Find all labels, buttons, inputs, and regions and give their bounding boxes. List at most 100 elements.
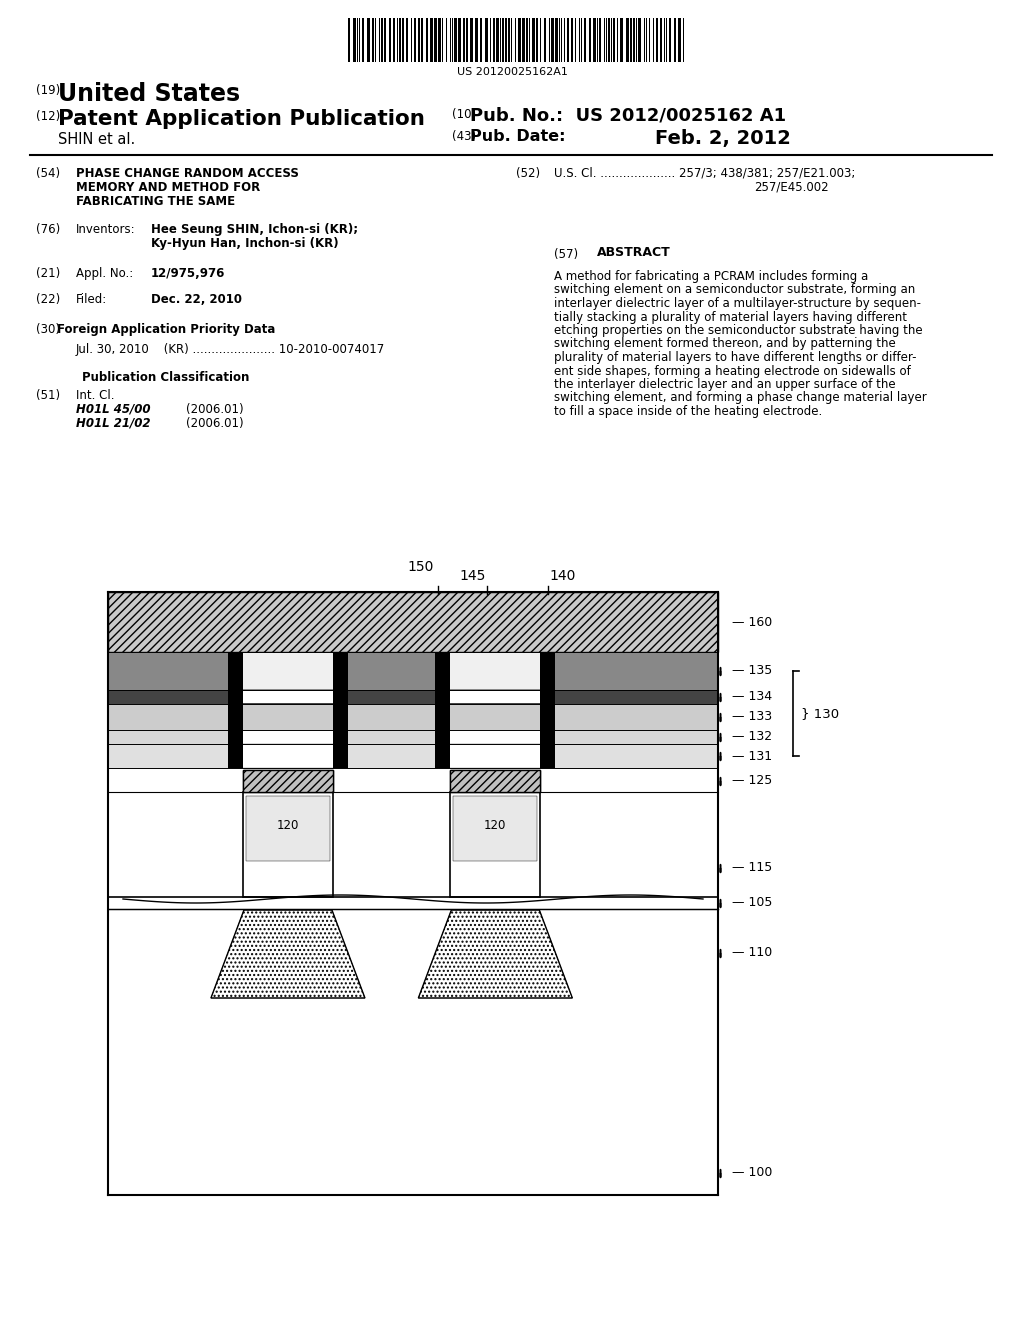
Text: 145: 145 — [459, 569, 485, 583]
Bar — [451, 653, 541, 689]
Text: } 130: } 130 — [801, 708, 839, 719]
Text: A method for fabricating a PCRAM includes forming a: A method for fabricating a PCRAM include… — [554, 271, 868, 282]
Bar — [451, 731, 541, 743]
Text: (76): (76) — [36, 223, 60, 236]
Bar — [243, 731, 333, 743]
Text: Appl. No.:: Appl. No.: — [76, 267, 133, 280]
Bar — [243, 653, 333, 689]
Text: (30): (30) — [36, 323, 60, 337]
Bar — [228, 652, 243, 768]
Bar — [108, 704, 718, 730]
Text: US 20120025162A1: US 20120025162A1 — [457, 67, 567, 77]
Bar — [451, 792, 541, 898]
Bar — [243, 690, 333, 704]
Text: (2006.01): (2006.01) — [186, 417, 244, 430]
Text: — 135: — 135 — [732, 664, 772, 677]
Text: United States: United States — [58, 82, 240, 106]
Text: Feb. 2, 2012: Feb. 2, 2012 — [655, 129, 791, 148]
Bar — [435, 652, 451, 768]
Text: to fill a space inside of the heating electrode.: to fill a space inside of the heating el… — [554, 405, 822, 418]
Bar — [108, 591, 718, 652]
Bar — [246, 796, 330, 861]
Bar — [108, 652, 718, 768]
Bar — [451, 744, 541, 767]
Text: Hee Seung SHIN, Ichon-si (KR);: Hee Seung SHIN, Ichon-si (KR); — [151, 223, 358, 236]
Text: (52): (52) — [516, 168, 540, 180]
Bar — [243, 744, 333, 767]
Bar — [451, 705, 541, 729]
Bar — [108, 744, 718, 768]
Text: 257/E45.002: 257/E45.002 — [754, 181, 828, 194]
Text: the interlayer dielectric layer and an upper surface of the: the interlayer dielectric layer and an u… — [554, 378, 896, 391]
Bar — [243, 770, 333, 792]
Text: (19): (19) — [36, 84, 60, 96]
Text: (21): (21) — [36, 267, 60, 280]
Text: Foreign Application Priority Data: Foreign Application Priority Data — [56, 323, 275, 337]
Polygon shape — [211, 909, 365, 998]
Text: (12): (12) — [36, 110, 60, 123]
Text: — 125: — 125 — [732, 775, 772, 788]
Text: (2006.01): (2006.01) — [186, 403, 244, 416]
Text: switching element formed thereon, and by patterning the: switching element formed thereon, and by… — [554, 338, 896, 351]
Bar — [108, 792, 718, 898]
Text: Int. Cl.: Int. Cl. — [76, 389, 115, 403]
Text: — 100: — 100 — [732, 1167, 772, 1180]
Text: etching properties on the semiconductor substrate having the: etching properties on the semiconductor … — [554, 323, 923, 337]
Bar — [108, 770, 718, 792]
Text: (51): (51) — [36, 389, 60, 403]
Text: (22): (22) — [36, 293, 60, 306]
Text: U.S. Cl. .................... 257/3; 438/381; 257/E21.003;: U.S. Cl. .................... 257/3; 438… — [554, 168, 855, 180]
Text: H01L 21/02: H01L 21/02 — [76, 417, 151, 430]
Text: — 134: — 134 — [732, 690, 772, 704]
Bar — [108, 591, 718, 1195]
Bar — [243, 770, 333, 792]
Text: — 131: — 131 — [732, 750, 772, 763]
Text: 120: 120 — [484, 818, 507, 832]
Text: MEMORY AND METHOD FOR: MEMORY AND METHOD FOR — [76, 181, 260, 194]
Text: Jul. 30, 2010    (KR) ...................... 10-2010-0074017: Jul. 30, 2010 (KR) .....................… — [76, 343, 385, 356]
Text: — 115: — 115 — [732, 861, 772, 874]
Text: — 110: — 110 — [732, 946, 772, 960]
Text: — 133: — 133 — [732, 710, 772, 723]
Text: tially stacking a plurality of material layers having different: tially stacking a plurality of material … — [554, 310, 907, 323]
Text: (54): (54) — [36, 168, 60, 180]
Text: (10): (10) — [452, 108, 476, 121]
Bar — [108, 652, 718, 690]
Text: Patent Application Publication: Patent Application Publication — [58, 110, 425, 129]
Bar — [451, 770, 541, 792]
Bar — [451, 770, 541, 792]
Text: SHIN et al.: SHIN et al. — [58, 132, 135, 147]
Bar — [108, 690, 718, 704]
Text: Inventors:: Inventors: — [76, 223, 135, 236]
Text: interlayer dielectric layer of a multilayer-structure by sequen-: interlayer dielectric layer of a multila… — [554, 297, 921, 310]
Polygon shape — [419, 909, 572, 998]
Text: (43): (43) — [452, 129, 476, 143]
Bar — [541, 652, 555, 768]
Bar — [451, 690, 541, 704]
Text: switching element on a semiconductor substrate, forming an: switching element on a semiconductor sub… — [554, 284, 915, 297]
Bar — [243, 705, 333, 729]
Text: switching element, and forming a phase change material layer: switching element, and forming a phase c… — [554, 392, 927, 404]
Text: Dec. 22, 2010: Dec. 22, 2010 — [151, 293, 242, 306]
Text: 140: 140 — [550, 569, 577, 583]
Text: 12/975,976: 12/975,976 — [151, 267, 225, 280]
Text: H01L 45/00: H01L 45/00 — [76, 403, 151, 416]
Text: Publication Classification: Publication Classification — [82, 371, 250, 384]
Bar — [108, 909, 718, 1195]
Text: 120: 120 — [276, 818, 299, 832]
Text: plurality of material layers to have different lengths or differ-: plurality of material layers to have dif… — [554, 351, 916, 364]
Text: — 160: — 160 — [732, 615, 772, 628]
Text: ent side shapes, forming a heating electrode on sidewalls of: ent side shapes, forming a heating elect… — [554, 364, 910, 378]
Text: (57): (57) — [554, 248, 579, 261]
Text: 150: 150 — [407, 560, 433, 574]
Text: — 105: — 105 — [732, 896, 772, 909]
Bar — [454, 796, 538, 861]
Text: PHASE CHANGE RANDOM ACCESS: PHASE CHANGE RANDOM ACCESS — [76, 168, 299, 180]
Bar — [243, 792, 333, 898]
Text: Pub. Date:: Pub. Date: — [470, 129, 565, 144]
Text: FABRICATING THE SAME: FABRICATING THE SAME — [76, 195, 236, 209]
Bar — [333, 652, 348, 768]
Text: — 132: — 132 — [732, 730, 772, 743]
Text: Ky-Hyun Han, Inchon-si (KR): Ky-Hyun Han, Inchon-si (KR) — [151, 238, 339, 249]
Text: Pub. No.:  US 2012/0025162 A1: Pub. No.: US 2012/0025162 A1 — [470, 107, 786, 125]
